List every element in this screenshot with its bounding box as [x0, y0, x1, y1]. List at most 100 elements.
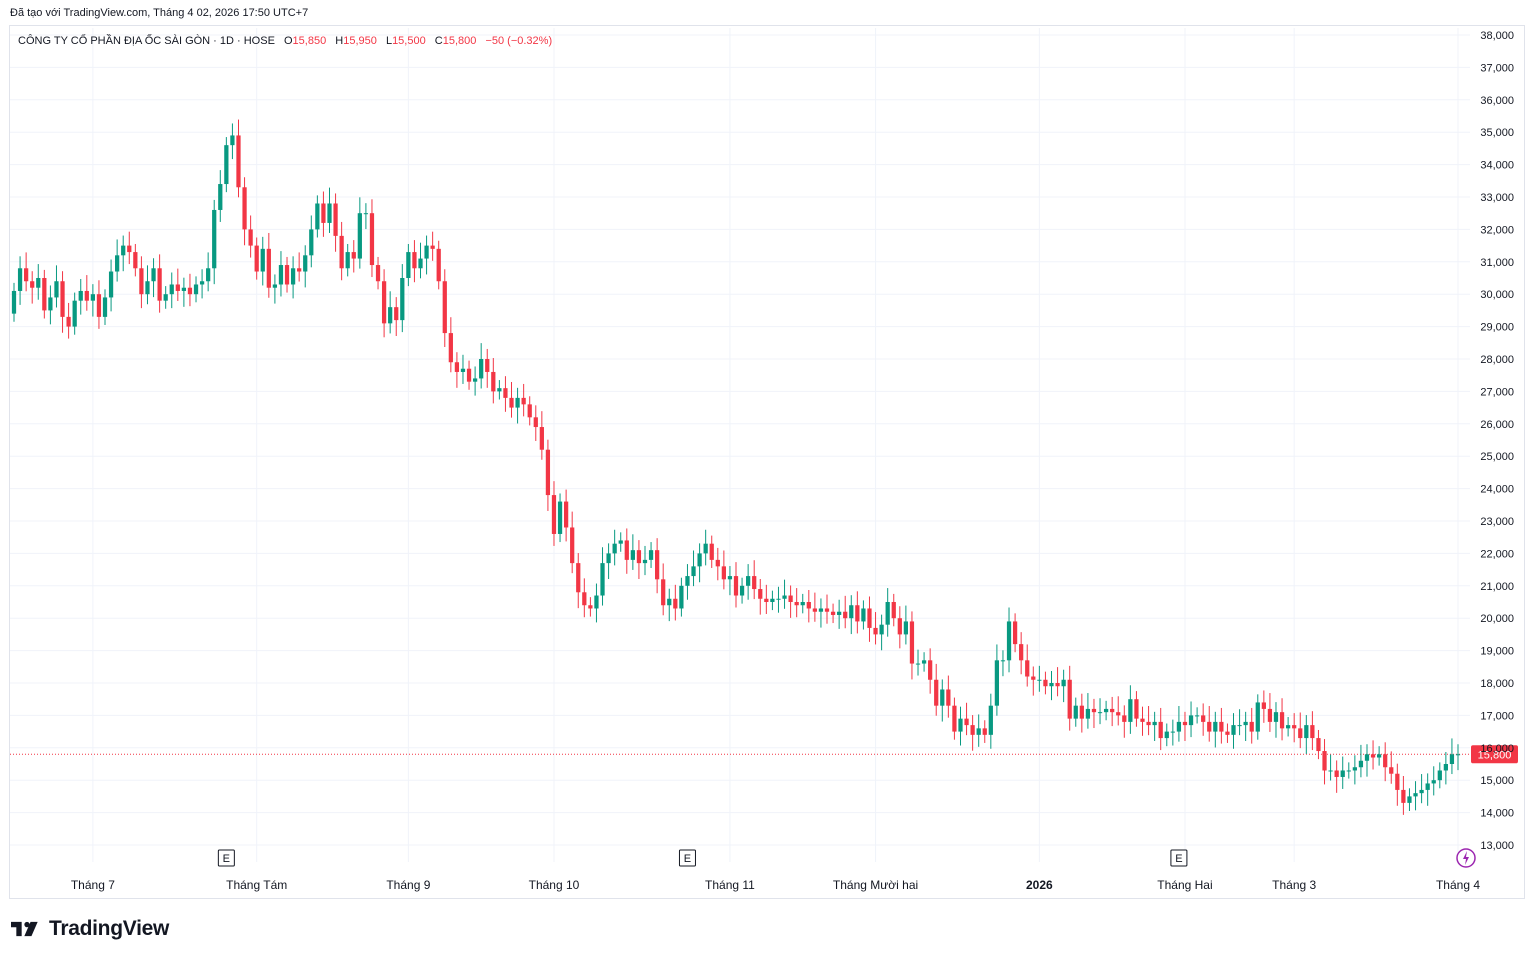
- candle-body: [928, 660, 933, 680]
- candle-body: [72, 300, 77, 327]
- candle-body: [333, 203, 338, 236]
- candle-body: [576, 563, 581, 593]
- candle: [636, 540, 642, 579]
- candle-body: [1316, 738, 1321, 752]
- candle: [655, 538, 660, 594]
- candle-body: [994, 660, 1000, 706]
- candle-body: [746, 576, 751, 586]
- candle: [309, 215, 314, 268]
- candle-body: [776, 598, 781, 600]
- candle: [642, 545, 648, 576]
- candle: [509, 382, 514, 418]
- candle-body: [442, 281, 447, 334]
- candle-body: [1389, 767, 1394, 774]
- candle: [1431, 766, 1436, 796]
- candle-body: [1140, 718, 1145, 722]
- candle: [1134, 691, 1139, 727]
- price-tick-label: 27,000: [1480, 386, 1514, 398]
- candle: [1407, 788, 1412, 811]
- candle: [1413, 781, 1418, 811]
- price-tick-label: 17,000: [1480, 710, 1514, 722]
- candle-body: [309, 229, 314, 256]
- candle: [133, 243, 138, 277]
- price-tick-label: 35,000: [1480, 127, 1514, 139]
- candle-body: [800, 602, 805, 606]
- candle-body: [909, 621, 915, 664]
- candle-body: [199, 281, 205, 285]
- candle-body: [837, 611, 842, 615]
- candle-body: [861, 608, 866, 622]
- candle: [1310, 711, 1315, 751]
- candle: [460, 354, 466, 384]
- price-tick-label: 13,000: [1480, 840, 1514, 852]
- candle-body: [752, 576, 757, 590]
- candle-body: [697, 553, 702, 567]
- candle-body: [630, 550, 635, 560]
- candle: [770, 590, 775, 611]
- grid-lines: [10, 28, 1470, 862]
- candle-body: [102, 297, 108, 317]
- candle-body: [163, 294, 168, 301]
- candle-body: [418, 258, 423, 269]
- candle: [697, 543, 702, 583]
- candle-body: [940, 689, 945, 706]
- candle: [1443, 752, 1448, 785]
- time-axis: Tháng 7 Tháng Tám Tháng 9 Tháng 10 Tháng 11 T…: [71, 878, 1480, 892]
- candle: [472, 366, 478, 396]
- candle: [466, 360, 472, 390]
- candle-body: [1219, 721, 1224, 732]
- candle: [333, 193, 338, 252]
- tradingview-brand[interactable]: TradingView: [11, 917, 169, 941]
- price-tick-label: 21,000: [1480, 581, 1514, 593]
- candle-body: [1407, 796, 1412, 803]
- candle-body: [824, 608, 830, 612]
- candle-body: [290, 268, 296, 285]
- candle: [594, 583, 599, 623]
- candle: [418, 242, 423, 279]
- candle: [169, 272, 174, 309]
- chart-pane[interactable]: [9, 25, 1525, 899]
- candle: [855, 591, 860, 634]
- candle-body: [1103, 708, 1109, 713]
- candle-body: [472, 378, 478, 382]
- price-tick-label: 20,000: [1480, 613, 1514, 625]
- time-tick-label: Tháng 3: [1272, 878, 1316, 892]
- candle-body: [115, 255, 120, 272]
- candle-body: [964, 718, 969, 726]
- candle-body: [1267, 708, 1273, 722]
- price-tick-label: 24,000: [1480, 484, 1514, 496]
- candle-body: [1243, 721, 1248, 726]
- candle: [570, 511, 575, 574]
- candle: [1346, 762, 1351, 779]
- candle-body: [782, 595, 787, 599]
- candle: [612, 529, 617, 566]
- candle-body: [1279, 712, 1285, 729]
- candle-body: [260, 248, 265, 272]
- candle: [1128, 685, 1133, 734]
- earnings-marker-icon: [1170, 849, 1188, 867]
- candle: [630, 534, 635, 570]
- tradingview-logo-icon: [11, 921, 38, 937]
- candle: [48, 285, 53, 325]
- candle: [1031, 666, 1036, 696]
- candle: [1249, 707, 1254, 744]
- candle-body: [539, 427, 544, 450]
- candle: [921, 652, 927, 672]
- candle: [746, 564, 751, 600]
- candle: [837, 599, 842, 629]
- candle: [648, 542, 654, 568]
- time-tick-label: Tháng 11: [705, 878, 755, 892]
- candle-body: [533, 417, 538, 428]
- candle-body: [1207, 721, 1212, 732]
- candle-body: [357, 213, 362, 259]
- candle-body: [1322, 751, 1327, 771]
- candle: [982, 720, 987, 743]
- candle: [1097, 698, 1103, 725]
- candle: [1067, 665, 1072, 731]
- candle-body: [1237, 725, 1242, 727]
- candle: [224, 137, 229, 193]
- candle-body: [84, 290, 89, 301]
- candle-body: [1091, 708, 1097, 713]
- candle: [843, 595, 848, 629]
